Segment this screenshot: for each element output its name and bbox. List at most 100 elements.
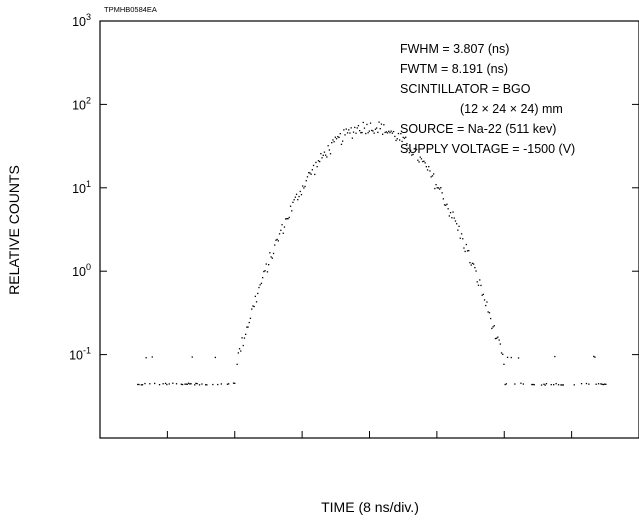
data-point [400, 133, 402, 135]
data-point [441, 192, 443, 194]
data-point [355, 132, 357, 134]
data-point [248, 321, 250, 324]
axis-ticks [100, 103, 639, 438]
y-tick-base: 10 [72, 98, 86, 112]
data-point [309, 172, 311, 174]
data-point [510, 356, 512, 359]
data-point [446, 203, 448, 205]
data-point [594, 356, 596, 358]
annotation-scintillator: SCINTILLATOR = BGO [400, 82, 531, 96]
data-point [440, 187, 442, 189]
data-point [317, 160, 320, 162]
data-point [604, 383, 606, 385]
data-point [277, 240, 279, 242]
data-point [392, 130, 395, 133]
figure-code-label: TPMHB0584EA [104, 5, 157, 14]
y-tick-base: 10 [69, 349, 83, 363]
data-point [266, 271, 269, 273]
data-point [292, 201, 294, 203]
data-point [276, 238, 278, 241]
data-point [348, 129, 350, 131]
data-point [418, 161, 420, 163]
data-point [460, 233, 463, 235]
data-point [411, 154, 413, 156]
data-point [322, 154, 324, 156]
data-point [401, 140, 403, 143]
data-point [407, 147, 409, 150]
data-point [220, 383, 222, 385]
data-point [138, 383, 140, 386]
data-point [397, 132, 400, 135]
data-point [413, 148, 415, 150]
data-point [362, 121, 364, 124]
data-point [426, 169, 429, 171]
data-point [234, 382, 236, 384]
data-point [600, 383, 602, 385]
data-point [205, 384, 207, 386]
data-point [201, 383, 203, 385]
data-point [497, 336, 499, 338]
data-point [212, 383, 214, 386]
data-point [453, 217, 455, 219]
data-point [238, 348, 241, 350]
data-point [482, 293, 484, 295]
annotation-fwtm: FWTM = 8.191 (ns) [400, 62, 508, 76]
data-point [601, 383, 603, 385]
data-point [352, 131, 355, 133]
data-point [474, 267, 476, 269]
data-point [448, 215, 450, 217]
data-point [329, 153, 332, 155]
data-point [363, 127, 366, 129]
data-point [417, 159, 419, 161]
data-point [391, 132, 393, 134]
data-point [325, 154, 327, 156]
data-point [342, 140, 344, 142]
data-point [533, 384, 535, 386]
data-point [428, 166, 430, 168]
data-point [334, 136, 336, 138]
data-point [468, 250, 470, 252]
data-point [293, 199, 295, 201]
data-point [504, 383, 506, 386]
data-point [430, 176, 432, 178]
data-point [429, 170, 431, 172]
data-point [315, 161, 317, 164]
data-point [553, 384, 555, 386]
data-point [561, 384, 563, 386]
data-point [149, 383, 151, 385]
data-point [445, 204, 447, 206]
data-point [376, 127, 378, 129]
data-point [320, 153, 322, 155]
data-point [451, 217, 453, 219]
data-point [449, 212, 452, 214]
data-point [403, 137, 406, 139]
data-point [605, 383, 607, 385]
data-point [562, 384, 564, 386]
data-point [300, 194, 303, 196]
data-point [297, 199, 299, 201]
data-point [288, 216, 290, 219]
data-point [280, 229, 282, 231]
data-point [477, 284, 480, 286]
data-point [254, 295, 256, 297]
data-point [308, 172, 310, 174]
data-point [269, 252, 271, 254]
data-point [335, 138, 338, 140]
data-point [431, 175, 434, 177]
data-point [268, 264, 270, 266]
data-point [303, 187, 305, 189]
data-point [278, 233, 281, 235]
data-point [265, 263, 267, 265]
y-tick-label-1: 102 [72, 95, 91, 112]
data-point [373, 132, 375, 134]
data-point [312, 164, 315, 167]
data-point [394, 135, 396, 138]
data-point [365, 132, 367, 135]
data-point [456, 223, 458, 225]
annotation-fwhm: FWHM = 3.807 (ns) [400, 42, 509, 56]
data-point [168, 383, 170, 385]
data-point [408, 152, 410, 154]
data-point [543, 383, 545, 385]
data-point [385, 131, 387, 133]
data-point [498, 339, 500, 341]
